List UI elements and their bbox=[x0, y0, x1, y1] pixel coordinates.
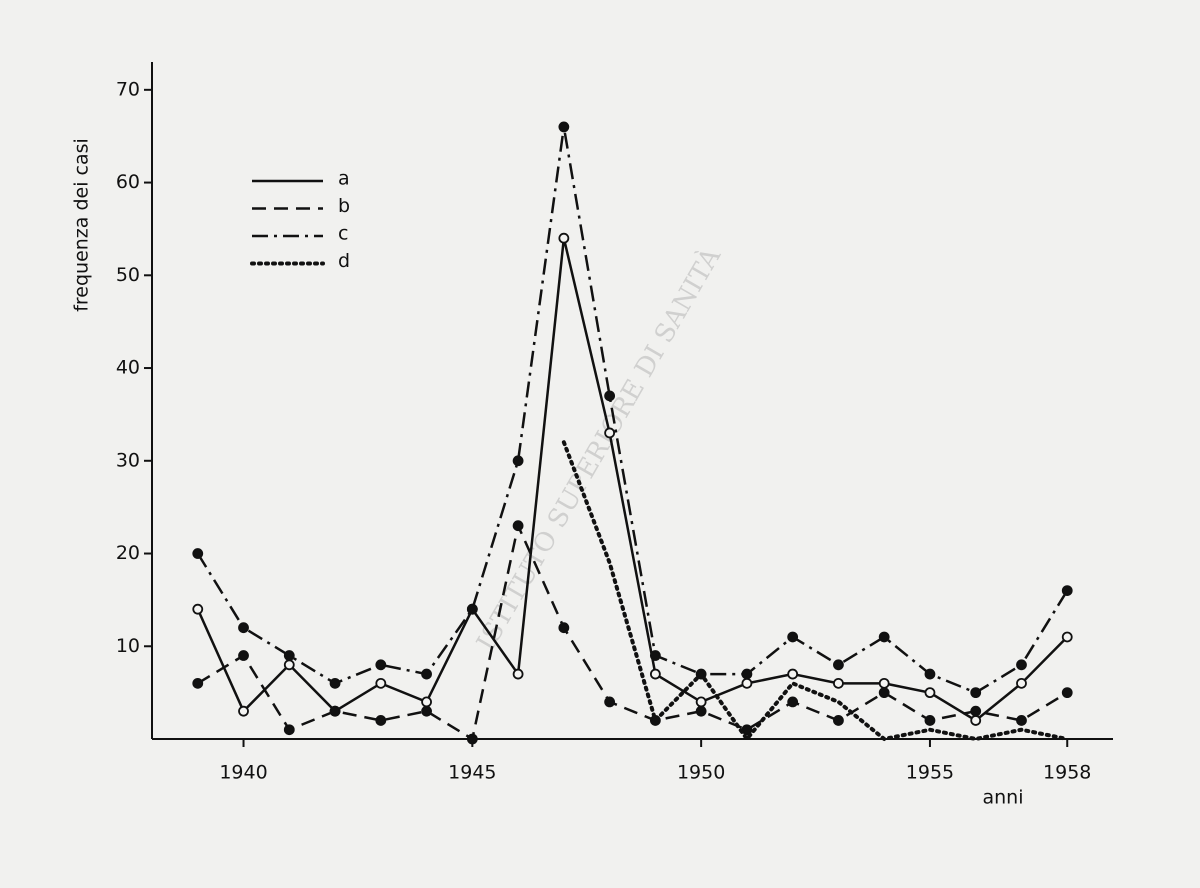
y-tick-label: 30 bbox=[116, 449, 140, 471]
watermark: ISTITUTO SUPERIORE DI SANITÀ bbox=[469, 241, 727, 656]
data-point bbox=[878, 677, 890, 689]
data-point bbox=[970, 687, 982, 699]
data-point bbox=[558, 121, 570, 133]
data-point bbox=[421, 696, 432, 708]
data-point bbox=[833, 715, 844, 726]
series-line bbox=[197, 521, 1068, 741]
series-line bbox=[561, 440, 1070, 743]
series-line bbox=[196, 126, 1069, 695]
data-point bbox=[238, 705, 249, 717]
data-point bbox=[695, 696, 707, 708]
y-tick-label: 20 bbox=[116, 542, 140, 564]
data-point bbox=[878, 631, 890, 643]
data-point bbox=[787, 696, 799, 708]
data-point bbox=[1016, 715, 1027, 726]
data-point bbox=[1016, 659, 1027, 671]
data-point bbox=[192, 677, 204, 689]
data-point bbox=[924, 715, 936, 726]
y-tick-label: 40 bbox=[116, 357, 140, 379]
data-point bbox=[833, 659, 844, 671]
legend-label: a bbox=[338, 168, 350, 190]
data-point bbox=[741, 724, 753, 736]
data-point bbox=[1016, 677, 1027, 689]
data-point bbox=[375, 715, 387, 726]
x-axis-label: anni bbox=[982, 787, 1023, 809]
data-point bbox=[421, 668, 432, 680]
x-tick-label: 1958 bbox=[1043, 762, 1091, 784]
data-point bbox=[375, 659, 387, 671]
data-point bbox=[421, 705, 432, 717]
y-tick-label: 60 bbox=[116, 171, 140, 193]
data-point bbox=[558, 622, 570, 634]
y-tick-label: 50 bbox=[116, 264, 140, 286]
data-point bbox=[1061, 687, 1073, 699]
data-point bbox=[192, 548, 204, 559]
data-point bbox=[833, 677, 844, 689]
data-point bbox=[924, 687, 936, 699]
data-point bbox=[649, 650, 661, 661]
data-point bbox=[924, 668, 936, 680]
data-point bbox=[970, 715, 982, 726]
data-point bbox=[466, 603, 478, 615]
data-point bbox=[741, 677, 753, 689]
data-point bbox=[604, 696, 616, 708]
data-point bbox=[192, 603, 204, 615]
y-tick-label: 70 bbox=[116, 78, 140, 100]
x-tick-label: 1955 bbox=[906, 762, 954, 784]
y-axis-label: frequenza dei casi bbox=[71, 138, 93, 312]
data-point bbox=[695, 705, 707, 717]
legend-label: b bbox=[338, 195, 350, 217]
legend-label: d bbox=[338, 250, 350, 272]
data-point bbox=[1061, 585, 1073, 597]
data-point bbox=[466, 733, 478, 745]
data-point bbox=[329, 705, 341, 717]
data-point bbox=[1061, 631, 1073, 643]
data-point bbox=[649, 668, 661, 680]
legend-label: c bbox=[338, 223, 348, 245]
data-point bbox=[512, 520, 524, 532]
y-tick-label: 10 bbox=[116, 635, 140, 657]
data-point bbox=[238, 650, 249, 661]
data-point bbox=[787, 631, 799, 643]
data-point bbox=[512, 668, 524, 680]
data-point bbox=[512, 455, 524, 467]
data-point bbox=[604, 427, 616, 439]
data-point bbox=[283, 724, 295, 736]
data-point bbox=[604, 390, 616, 402]
data-point bbox=[741, 668, 753, 680]
data-point bbox=[970, 705, 982, 717]
x-tick-label: 1940 bbox=[219, 762, 267, 784]
x-tick-label: 1945 bbox=[448, 762, 496, 784]
data-point bbox=[283, 659, 295, 671]
data-point bbox=[878, 687, 890, 699]
x-tick-label: 1950 bbox=[677, 762, 725, 784]
data-point bbox=[787, 668, 799, 680]
data-point bbox=[238, 622, 249, 634]
data-point bbox=[375, 677, 387, 689]
series-line bbox=[196, 237, 1069, 722]
data-point bbox=[283, 650, 295, 661]
data-point bbox=[558, 232, 570, 244]
data-point bbox=[329, 677, 341, 689]
